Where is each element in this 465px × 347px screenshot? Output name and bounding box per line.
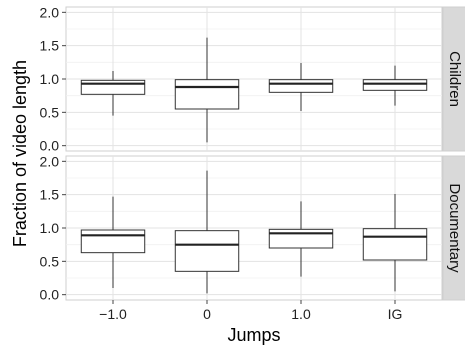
y-tick-label: 1.0 bbox=[40, 71, 60, 87]
y-tick-label: 1.5 bbox=[40, 38, 60, 54]
x-tick-label: 0 bbox=[203, 306, 211, 322]
x-tick-label: IG bbox=[388, 306, 403, 322]
facet-panel-documentary: 0.0 0.5 1.0 1.5 2.0 Documentary bbox=[40, 153, 465, 303]
box-documentary-3 bbox=[268, 201, 334, 277]
x-tick-label: −1.0 bbox=[99, 306, 127, 322]
facet-panel-children: 0.0 0.5 1.0 1.5 2.0 Children bbox=[40, 4, 465, 154]
y-axis-title: Fraction of video length bbox=[10, 60, 30, 247]
iqr-box bbox=[362, 228, 428, 261]
y-tick-label: 1.0 bbox=[40, 220, 60, 236]
box-documentary-2 bbox=[174, 170, 240, 294]
y-tick-label: 0.5 bbox=[40, 253, 60, 269]
box-children-3 bbox=[268, 63, 334, 111]
box-children-1 bbox=[80, 71, 146, 116]
iqr-box bbox=[174, 79, 240, 110]
box-children-2 bbox=[174, 37, 240, 143]
iqr-box bbox=[80, 229, 146, 254]
iqr-box bbox=[362, 79, 428, 91]
y-tick-label: 1.5 bbox=[40, 187, 60, 203]
x-tick-label: 1.0 bbox=[291, 306, 311, 322]
box-children-4 bbox=[362, 65, 428, 106]
box-documentary-1 bbox=[80, 196, 146, 288]
facet-strip-label: Documentary bbox=[446, 183, 463, 273]
iqr-box bbox=[268, 228, 334, 249]
box-documentary-4 bbox=[362, 194, 428, 292]
x-axis-title: Jumps bbox=[227, 325, 280, 345]
iqr-box bbox=[268, 79, 334, 93]
facet-strip bbox=[442, 155, 465, 301]
y-tick-label: 0.0 bbox=[40, 138, 60, 154]
facet-strip-label: Children bbox=[446, 51, 463, 107]
y-tick-label: 0.0 bbox=[40, 287, 60, 303]
iqr-box bbox=[80, 79, 146, 95]
facet-strip bbox=[442, 6, 465, 152]
iqr-box bbox=[174, 230, 240, 272]
y-tick-label: 2.0 bbox=[40, 153, 60, 169]
y-tick-label: 2.0 bbox=[40, 4, 60, 20]
y-tick-label: 0.5 bbox=[40, 104, 60, 120]
